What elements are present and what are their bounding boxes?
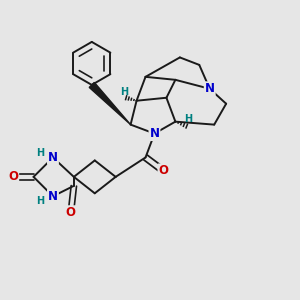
Text: H: H [36, 196, 44, 206]
Polygon shape [89, 82, 130, 124]
Text: N: N [149, 127, 160, 140]
Text: H: H [184, 114, 192, 124]
Text: O: O [66, 206, 76, 219]
Text: N: N [205, 82, 215, 95]
Text: N: N [48, 190, 58, 203]
Text: O: O [158, 164, 168, 177]
Text: H: H [120, 87, 128, 98]
Text: N: N [48, 151, 58, 164]
Text: H: H [36, 148, 44, 158]
Text: O: O [8, 170, 18, 183]
